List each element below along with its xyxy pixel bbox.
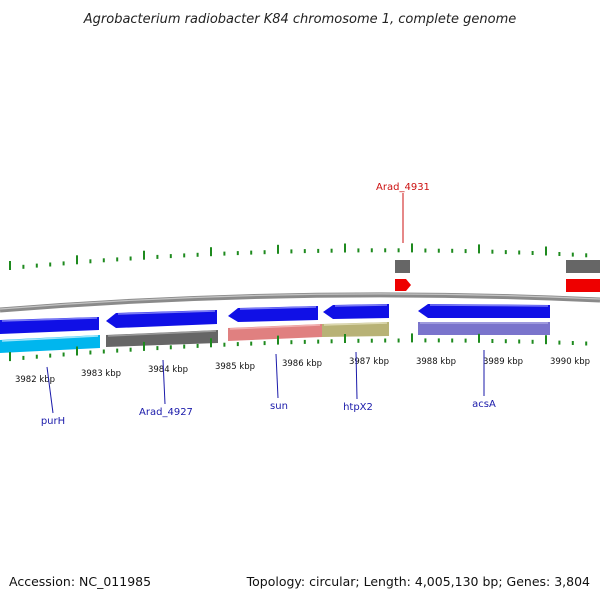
- scale-label-3988: 3988 kbp: [416, 357, 456, 367]
- scale-label-3986: 3986 kbp: [282, 359, 322, 369]
- gloss-5: [429, 304, 549, 307]
- inner-tick-row: [9, 333, 588, 362]
- leader-htpx2: [355, 351, 358, 400]
- leader-purh: [46, 366, 54, 414]
- gene-label-sun[interactable]: sun: [270, 401, 288, 412]
- gloss-9: [323, 322, 388, 326]
- scale-label-3985: 3985 kbp: [215, 362, 255, 372]
- gloss-8: [229, 324, 321, 330]
- gene-right-edge-outline[interactable]: [566, 260, 600, 273]
- gloss-6: [1, 335, 99, 342]
- gene-label-htpx2[interactable]: htpX2: [343, 402, 373, 413]
- gene-htpx2-bar[interactable]: [322, 322, 389, 337]
- accession-text: Accession: NC_011985: [9, 574, 151, 589]
- gene-gray-arad-4927[interactable]: [106, 330, 218, 347]
- gloss-2: [117, 310, 216, 315]
- backbone-arc: [0, 292, 600, 313]
- scale-label-3989: 3989 kbp: [483, 357, 523, 367]
- outer-tick-row: [9, 243, 588, 270]
- gene-label-acsa[interactable]: acsA: [472, 399, 496, 410]
- gene-label-purh[interactable]: purH: [41, 416, 65, 427]
- gloss-7: [107, 330, 217, 337]
- gene-label-arad-4927[interactable]: Arad_4927: [139, 407, 193, 418]
- gene-label-arad-4931[interactable]: Arad_4931: [376, 182, 430, 193]
- scale-label-3982: 3982 kbp: [15, 375, 55, 385]
- gene-forward-acsa[interactable]: [418, 304, 550, 318]
- scale-label-3984: 3984 kbp: [148, 365, 188, 375]
- scale-label-3987: 3987 kbp: [349, 357, 389, 367]
- page-title: Agrobacterium radiobacter K84 chromosome…: [83, 12, 516, 27]
- gene-right-edge-red[interactable]: [566, 279, 600, 292]
- gloss-3: [239, 306, 317, 310]
- scale-label-3990: 3990 kbp: [550, 357, 590, 367]
- gene-purh[interactable]: [0, 335, 100, 353]
- genome-summary-text: Topology: circular; Length: 4,005,130 bp…: [246, 574, 590, 589]
- gene-forward-sun[interactable]: [228, 306, 318, 322]
- leader-arad-4927: [162, 359, 166, 405]
- gloss-1: [1, 317, 98, 322]
- gene-forward-1[interactable]: [0, 317, 99, 334]
- gloss-4: [334, 304, 388, 307]
- gene-forward-htpx2[interactable]: [323, 304, 389, 319]
- scale-label-3983: 3983 kbp: [81, 369, 121, 379]
- gene-acsa-bar[interactable]: [418, 322, 550, 335]
- gene-arad-4931-outline[interactable]: [395, 260, 410, 273]
- gene-arad-4931-arrow[interactable]: [395, 279, 411, 291]
- gene-forward-arad-4927[interactable]: [106, 310, 217, 328]
- leader-sun: [275, 353, 279, 399]
- backbone-highlight: [0, 293, 600, 310]
